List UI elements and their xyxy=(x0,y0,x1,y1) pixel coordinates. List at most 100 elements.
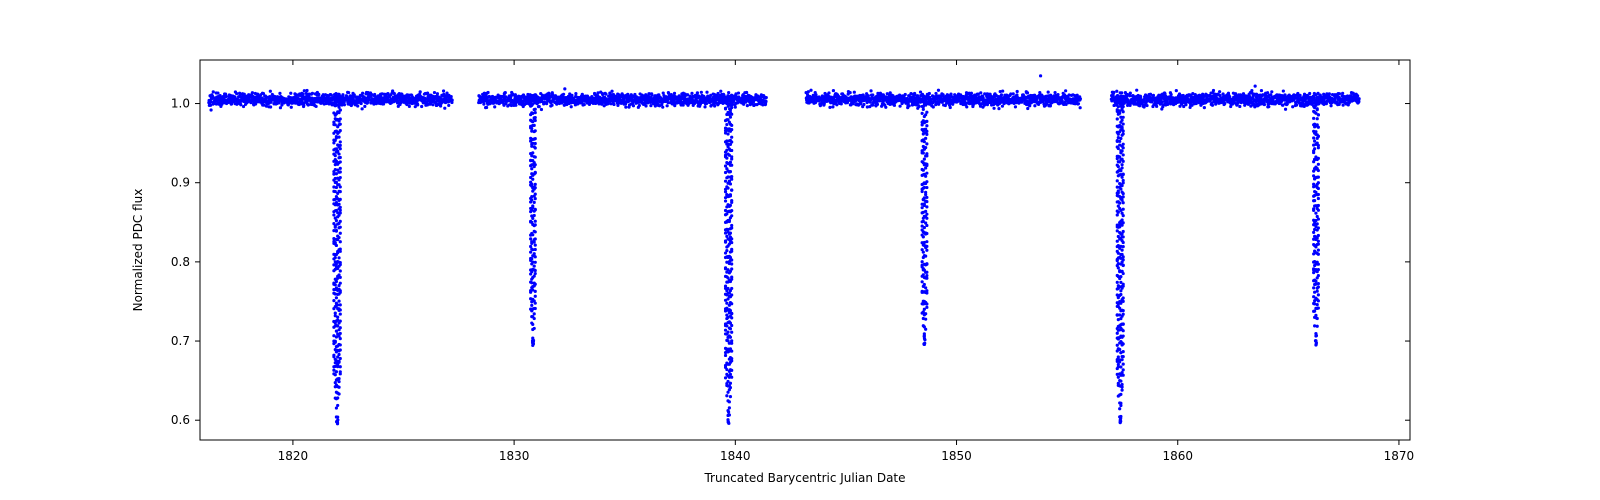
data-point xyxy=(596,91,599,94)
data-point xyxy=(730,241,733,244)
data-point xyxy=(337,152,340,155)
data-point xyxy=(1203,106,1206,109)
data-point xyxy=(339,250,342,253)
data-point xyxy=(700,91,703,94)
data-point xyxy=(724,180,727,183)
data-point xyxy=(514,104,517,107)
data-point xyxy=(729,309,732,312)
data-point xyxy=(1270,90,1273,93)
data-point xyxy=(644,104,647,107)
data-point xyxy=(1049,104,1052,107)
data-point xyxy=(726,132,729,135)
data-point xyxy=(713,104,716,107)
data-point xyxy=(1118,348,1121,351)
data-point xyxy=(332,213,335,216)
data-point xyxy=(1128,94,1131,97)
data-point xyxy=(337,256,340,259)
data-point xyxy=(361,92,364,95)
data-point xyxy=(729,193,732,196)
data-point xyxy=(1026,91,1029,94)
data-point xyxy=(1028,104,1031,107)
data-point xyxy=(1000,93,1003,96)
data-point xyxy=(339,167,342,170)
data-point xyxy=(729,327,732,330)
data-point xyxy=(705,102,708,105)
data-point xyxy=(1260,89,1263,92)
data-point xyxy=(334,341,337,344)
data-point xyxy=(335,296,338,299)
data-point xyxy=(339,326,342,329)
data-point xyxy=(334,283,337,286)
data-point xyxy=(1026,107,1029,110)
data-point xyxy=(334,92,337,95)
data-point xyxy=(289,92,292,95)
data-point xyxy=(301,93,304,96)
data-point xyxy=(337,386,340,389)
data-point xyxy=(764,100,767,103)
data-point xyxy=(339,332,342,335)
data-point xyxy=(583,103,586,106)
data-point xyxy=(335,244,338,247)
data-point xyxy=(408,105,411,108)
data-point xyxy=(420,105,423,108)
data-point xyxy=(612,103,615,106)
data-point xyxy=(339,303,342,306)
data-point xyxy=(339,140,342,143)
data-point xyxy=(334,226,337,229)
data-point xyxy=(209,108,212,111)
data-point xyxy=(339,170,342,173)
data-point xyxy=(666,104,669,107)
data-point xyxy=(336,396,339,399)
data-point xyxy=(337,136,340,139)
data-point xyxy=(729,204,732,207)
data-point xyxy=(337,353,340,356)
data-point xyxy=(730,287,733,290)
data-point xyxy=(1212,89,1215,92)
data-point xyxy=(347,91,350,94)
data-point xyxy=(807,90,810,93)
data-point xyxy=(339,147,342,150)
data-point xyxy=(705,91,708,94)
data-point xyxy=(337,106,340,109)
data-point xyxy=(1118,140,1121,143)
data-point xyxy=(849,91,852,94)
data-point xyxy=(1218,90,1221,93)
data-point xyxy=(726,418,729,421)
data-point xyxy=(335,219,338,222)
data-point xyxy=(1119,137,1122,140)
data-point xyxy=(729,116,732,119)
data-point xyxy=(1284,108,1287,111)
data-point xyxy=(339,348,342,351)
data-point xyxy=(1308,92,1311,95)
data-point xyxy=(339,232,342,235)
data-point xyxy=(726,287,729,290)
data-point xyxy=(504,91,507,94)
data-point xyxy=(339,226,342,229)
data-point xyxy=(1282,89,1285,92)
data-point xyxy=(337,300,340,303)
data-point xyxy=(1221,92,1224,95)
data-point xyxy=(893,104,896,107)
data-point xyxy=(1077,102,1080,105)
data-point xyxy=(729,373,732,376)
data-point xyxy=(1170,93,1173,96)
data-point xyxy=(624,106,627,109)
data-point xyxy=(1116,281,1119,284)
data-point xyxy=(765,96,768,99)
data-point xyxy=(835,103,838,106)
data-point xyxy=(610,90,613,93)
data-point xyxy=(540,108,543,111)
data-point xyxy=(1117,355,1120,358)
data-point xyxy=(719,90,722,93)
data-point xyxy=(1118,202,1121,205)
data-point xyxy=(884,106,887,109)
data-point xyxy=(335,370,338,373)
data-point xyxy=(730,178,733,181)
data-point xyxy=(334,256,337,259)
data-point xyxy=(965,105,968,108)
data-point xyxy=(661,106,664,109)
data-point xyxy=(727,413,730,416)
data-point xyxy=(1175,89,1178,92)
data-point xyxy=(1120,91,1123,94)
data-point xyxy=(730,359,733,362)
